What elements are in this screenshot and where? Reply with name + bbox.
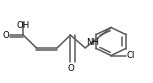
Text: OH: OH xyxy=(17,21,30,30)
Text: NH: NH xyxy=(86,38,99,47)
Text: O: O xyxy=(2,31,9,40)
Text: O: O xyxy=(68,64,75,73)
Text: Cl: Cl xyxy=(127,51,135,60)
